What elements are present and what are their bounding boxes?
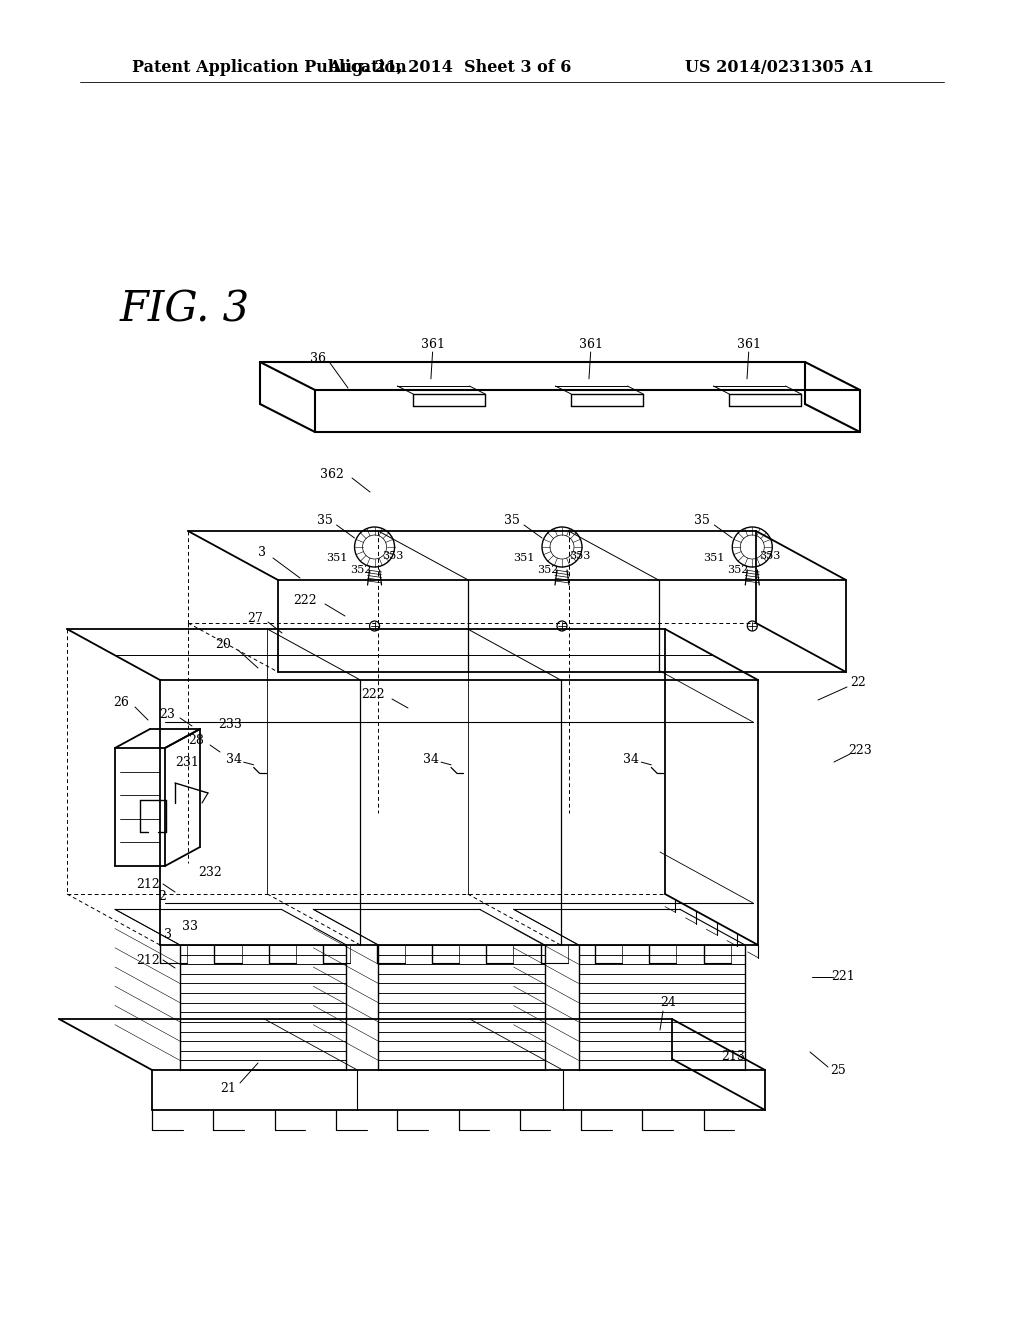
Text: 35: 35 [504,513,520,527]
Text: 34: 34 [423,752,439,766]
Text: 212: 212 [136,953,160,966]
Text: 353: 353 [760,550,781,561]
Text: 34: 34 [225,752,242,766]
Text: 3: 3 [258,545,266,558]
Text: 361: 361 [579,338,603,351]
Text: 213: 213 [721,1051,744,1064]
Text: 35: 35 [694,513,711,527]
Text: 27: 27 [247,611,263,624]
Text: FIG. 3: FIG. 3 [120,289,250,331]
Text: 35: 35 [316,513,333,527]
Text: 361: 361 [421,338,444,351]
Text: 34: 34 [624,752,639,766]
Text: 221: 221 [831,970,855,983]
Text: 24: 24 [660,997,676,1010]
Text: 232: 232 [198,866,222,879]
Text: 22: 22 [850,676,866,689]
Text: 222: 222 [293,594,316,606]
Text: Patent Application Publication: Patent Application Publication [132,58,407,75]
Text: 2: 2 [158,891,166,903]
Text: 33: 33 [182,920,198,932]
Text: 351: 351 [703,553,725,564]
Text: 231: 231 [175,755,199,768]
Text: 26: 26 [113,697,129,710]
Text: 21: 21 [220,1081,236,1094]
Text: 223: 223 [848,743,871,756]
Text: 233: 233 [218,718,242,730]
Text: 351: 351 [326,553,347,564]
Text: 353: 353 [382,550,403,561]
Text: 23: 23 [159,708,175,721]
Text: 20: 20 [215,639,231,652]
Text: 352: 352 [538,565,559,576]
Text: 3: 3 [164,928,172,940]
Text: 352: 352 [350,565,372,576]
Text: 361: 361 [736,338,761,351]
Text: 212: 212 [136,878,160,891]
Text: 28: 28 [188,734,204,747]
Text: 25: 25 [830,1064,846,1077]
Text: 362: 362 [321,469,344,482]
Text: US 2014/0231305 A1: US 2014/0231305 A1 [685,58,874,75]
Text: 222: 222 [361,689,385,701]
Text: 353: 353 [569,550,591,561]
Text: 36: 36 [310,351,326,364]
Text: Aug. 21, 2014  Sheet 3 of 6: Aug. 21, 2014 Sheet 3 of 6 [329,58,571,75]
Text: 351: 351 [513,553,535,564]
Text: 352: 352 [728,565,749,576]
